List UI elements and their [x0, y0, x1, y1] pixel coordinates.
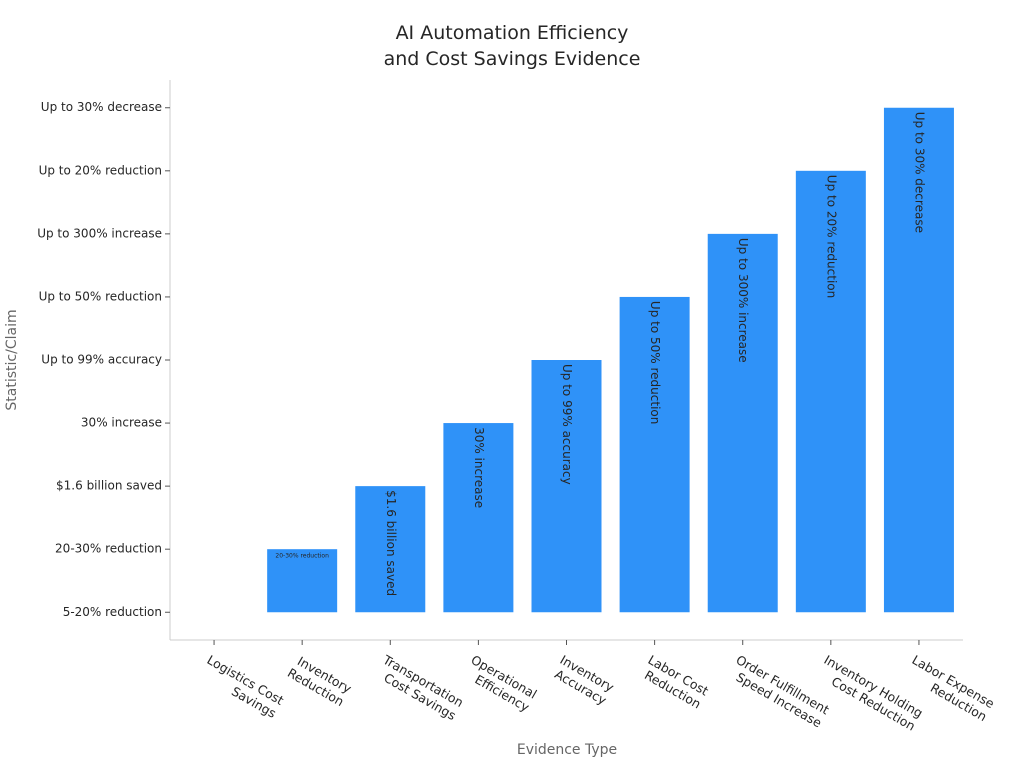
value-label: Up to 50% reduction — [648, 301, 662, 424]
y-tick-label: Up to 300% increase — [37, 226, 162, 240]
bar — [883, 107, 954, 613]
value-label: Up to 20% reduction — [824, 175, 838, 298]
y-tick-label: Up to 50% reduction — [39, 289, 162, 303]
y-tick-label: Up to 20% reduction — [39, 163, 162, 177]
y-axis-label: Statistic/Claim — [4, 309, 20, 411]
value-label: Up to 30% decrease — [912, 112, 926, 233]
y-tick-label: 30% increase — [81, 416, 162, 430]
chart-title: AI Automation Efficiency and Cost Saving… — [383, 22, 641, 70]
bar — [531, 360, 602, 613]
value-label: $1.6 billion saved — [384, 490, 398, 596]
value-label: Up to 300% increase — [736, 238, 750, 363]
bar — [707, 233, 778, 613]
y-tick-label: 5-20% reduction — [63, 605, 162, 619]
value-label: 30% increase — [472, 427, 486, 508]
bar — [443, 423, 514, 613]
y-tick-label: Up to 30% decrease — [41, 100, 162, 114]
y-tick-label: 20-30% reduction — [55, 542, 162, 556]
bar — [267, 549, 338, 613]
bar — [795, 170, 866, 613]
value-label: Up to 99% accuracy — [560, 364, 574, 485]
x-axis-label: Evidence Type — [516, 742, 618, 758]
value-label: 20-30% reduction — [275, 553, 329, 560]
bar — [355, 486, 426, 613]
y-tick-label: $1.6 billion saved — [56, 479, 162, 493]
y-tick-label: Up to 99% accuracy — [41, 353, 162, 367]
bar — [619, 296, 690, 613]
